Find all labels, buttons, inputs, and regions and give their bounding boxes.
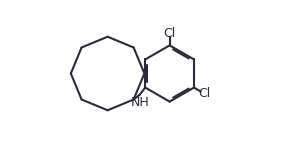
Text: NH: NH: [131, 96, 149, 109]
Text: Cl: Cl: [164, 27, 176, 40]
Text: Cl: Cl: [198, 87, 210, 100]
